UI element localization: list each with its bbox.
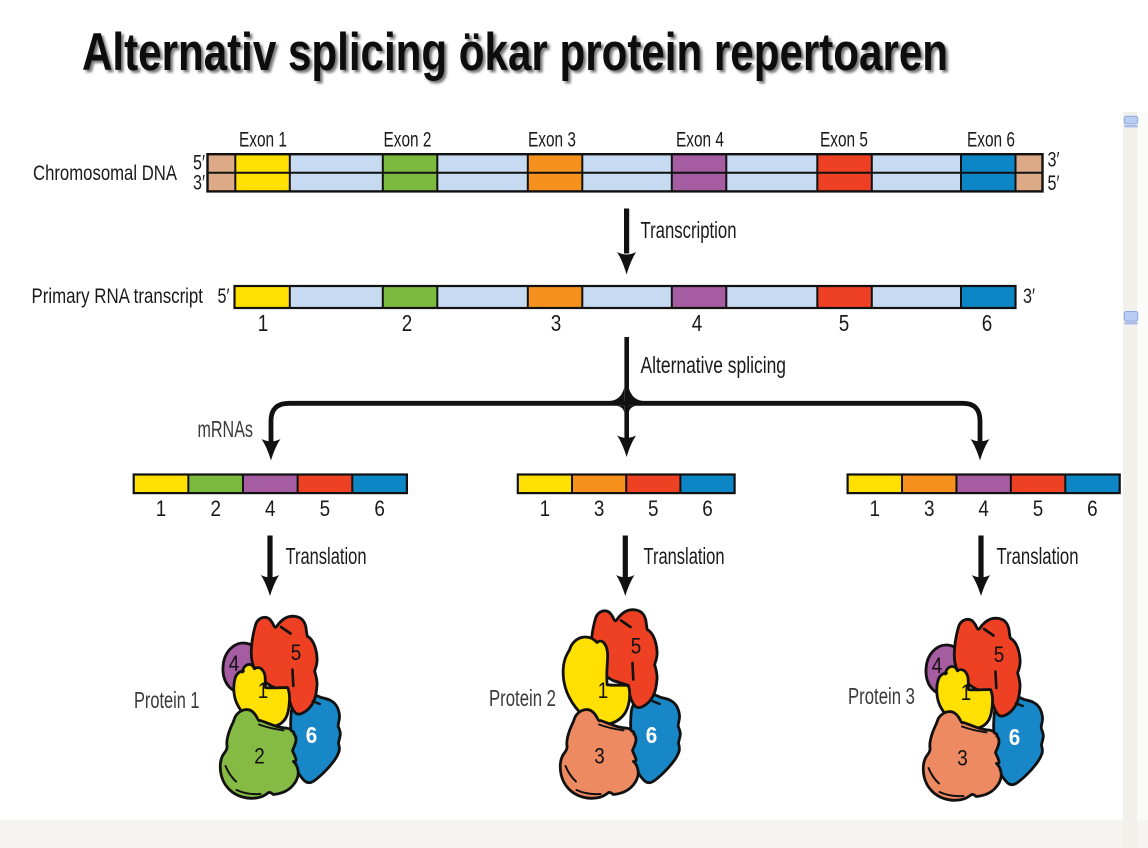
svg-text:Exon 3: Exon 3 [528, 129, 576, 152]
svg-text:3: 3 [551, 310, 562, 336]
svg-text:4: 4 [692, 310, 703, 336]
svg-text:Protein 2: Protein 2 [489, 685, 556, 711]
svg-text:Transcription: Transcription [641, 217, 737, 243]
svg-text:4: 4 [265, 496, 276, 521]
svg-text:6: 6 [1087, 496, 1098, 521]
svg-text:2: 2 [210, 496, 221, 521]
svg-text:Exon 5: Exon 5 [820, 129, 868, 152]
svg-text:Exon 2: Exon 2 [384, 129, 432, 152]
svg-text:5′: 5′ [1048, 172, 1060, 195]
svg-text:3: 3 [924, 496, 935, 521]
svg-text:6: 6 [982, 310, 993, 336]
svg-text:6: 6 [702, 496, 713, 521]
svg-text:Exon 1: Exon 1 [239, 129, 287, 152]
svg-text:5: 5 [994, 642, 1005, 667]
svg-text:Protein 1: Protein 1 [134, 687, 200, 713]
svg-text:2: 2 [254, 744, 265, 769]
svg-text:5: 5 [648, 496, 659, 521]
svg-text:Primary RNA transcript: Primary RNA transcript [32, 285, 204, 308]
svg-text:5: 5 [1033, 496, 1044, 521]
svg-text:1: 1 [156, 496, 167, 521]
svg-text:3′: 3′ [193, 172, 205, 195]
svg-text:1: 1 [598, 678, 609, 703]
svg-text:Translation: Translation [286, 543, 367, 569]
svg-text:5: 5 [839, 310, 850, 336]
svg-text:3′: 3′ [1023, 285, 1035, 308]
svg-text:1: 1 [258, 678, 269, 703]
svg-text:1: 1 [870, 496, 881, 521]
svg-text:5′: 5′ [218, 285, 230, 308]
svg-text:1: 1 [961, 680, 972, 705]
svg-text:Alternative splicing: Alternative splicing [641, 352, 787, 378]
svg-text:Exon 4: Exon 4 [676, 129, 724, 152]
svg-text:6: 6 [374, 496, 385, 521]
svg-text:3: 3 [594, 496, 605, 521]
svg-text:4: 4 [932, 653, 943, 678]
svg-text:3′: 3′ [1048, 149, 1060, 172]
svg-text:2: 2 [402, 310, 413, 336]
svg-text:5: 5 [291, 640, 302, 665]
svg-text:Translation: Translation [644, 543, 725, 569]
svg-text:3: 3 [957, 746, 968, 771]
svg-text:4: 4 [978, 496, 989, 521]
svg-text:5′: 5′ [193, 152, 205, 175]
svg-text:5: 5 [320, 496, 331, 521]
svg-text:mRNAs: mRNAs [198, 416, 254, 442]
svg-text:Protein 3: Protein 3 [848, 683, 915, 709]
svg-text:Alternativ splicing ökar prote: Alternativ splicing ökar protein reperto… [85, 26, 951, 85]
svg-text:Translation: Translation [997, 543, 1079, 569]
svg-text:1: 1 [540, 496, 551, 521]
svg-text:6: 6 [1009, 724, 1021, 750]
svg-text:Chromosomal DNA: Chromosomal DNA [33, 162, 177, 185]
svg-text:6: 6 [646, 722, 658, 748]
svg-text:1: 1 [258, 310, 269, 336]
svg-text:5: 5 [631, 634, 642, 659]
svg-text:4: 4 [229, 651, 240, 676]
svg-text:Exon 6: Exon 6 [967, 129, 1015, 152]
svg-text:3: 3 [594, 744, 605, 769]
svg-text:Alternativ splicing ökar prote: Alternativ splicing ökar protein reperto… [82, 23, 948, 82]
svg-text:6: 6 [306, 722, 318, 748]
